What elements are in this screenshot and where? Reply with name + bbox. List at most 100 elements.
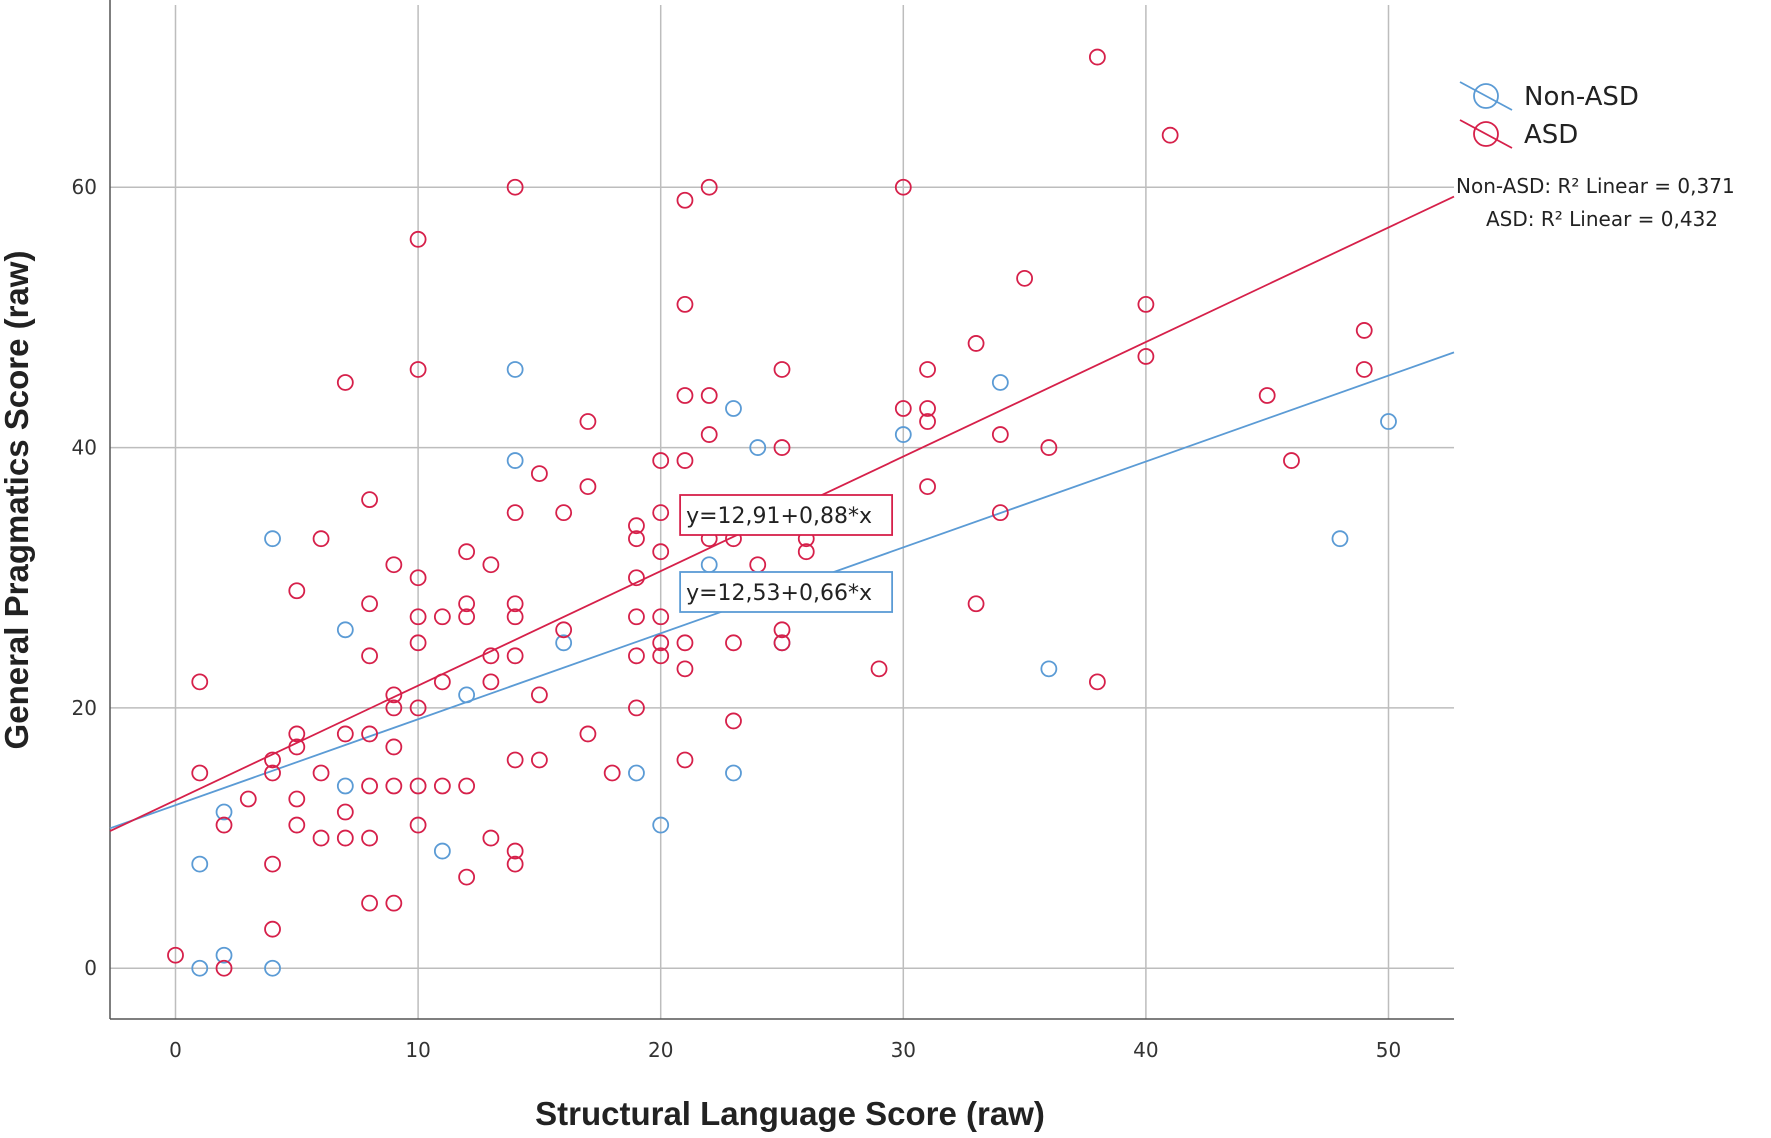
asd-point — [215, 816, 233, 834]
asd-point — [531, 465, 548, 483]
asd-point — [385, 686, 403, 704]
non_asd-point — [264, 530, 281, 548]
asd-point — [579, 413, 597, 430]
asd-point — [628, 569, 645, 587]
asd-point — [361, 829, 378, 847]
non_asd-point — [652, 816, 670, 834]
asd-point — [264, 751, 281, 769]
non_asd-point — [506, 452, 524, 469]
x-tick-label: 20 — [648, 1038, 673, 1062]
asd-point — [991, 504, 1009, 522]
asd-point — [385, 556, 403, 574]
asd-point — [191, 764, 209, 782]
asd-point — [652, 608, 670, 626]
asd-point — [458, 868, 476, 886]
asd-point — [288, 725, 306, 743]
asd-point — [409, 361, 427, 378]
x-tick-label: 50 — [1376, 1038, 1401, 1062]
asd-point — [991, 426, 1009, 443]
y-axis-title: General Pragmatics Score (raw) — [0, 251, 35, 750]
legend: Non-ASD ASD — [1459, 81, 1639, 150]
non_asd-point — [506, 361, 524, 378]
asd-legend-label: ASD — [1524, 120, 1578, 150]
non_asd-point — [725, 400, 742, 417]
non_asd-legend-label: Non-ASD — [1524, 82, 1639, 112]
y-tick-labels: 0 20 40 60 — [72, 175, 97, 980]
asd-point — [361, 647, 378, 665]
asd-point — [579, 725, 597, 743]
asd-point — [919, 413, 936, 430]
asd-point — [1088, 673, 1106, 691]
data-points — [167, 48, 1397, 977]
asd-point — [312, 829, 330, 847]
y-tick-label: 60 — [72, 175, 97, 199]
non_asd-point — [1380, 413, 1397, 430]
non_asd-equation-box — [679, 571, 894, 613]
asd-point — [385, 699, 403, 717]
asd-point — [1137, 295, 1155, 313]
non_asd-point — [191, 959, 209, 977]
asd-point — [506, 178, 524, 196]
non_asd-point — [749, 439, 767, 456]
asd-point — [773, 361, 791, 378]
asd-point — [433, 777, 451, 795]
asd-point — [288, 582, 306, 600]
asd-point — [725, 634, 742, 652]
asd-point — [603, 764, 621, 782]
asd-point — [773, 634, 791, 652]
x-tick-label: 10 — [405, 1038, 430, 1062]
asd-point — [1258, 387, 1276, 404]
asd-point — [361, 595, 378, 613]
asd-point — [361, 894, 378, 912]
non_asd-legend-marker — [1473, 83, 1499, 109]
asd-point — [458, 595, 476, 613]
asd-point — [506, 842, 524, 860]
asd-point — [482, 829, 500, 847]
asd-r2-label: ASD: R² Linear = 0,432 — [1486, 207, 1718, 231]
asd-point — [264, 764, 281, 782]
non_asd-point — [433, 842, 451, 860]
asd-point — [361, 725, 378, 743]
asd-point — [336, 725, 354, 743]
asd-point — [700, 387, 718, 404]
asd-point — [458, 777, 476, 795]
asd-point — [652, 543, 670, 561]
non_asd-point — [336, 777, 354, 795]
asd-point — [628, 608, 645, 626]
asd-point — [215, 959, 233, 977]
asd-point — [409, 608, 427, 626]
asd-point — [433, 608, 451, 626]
asd-point — [676, 452, 694, 469]
non_asd-point — [700, 556, 718, 574]
asd-point — [336, 829, 354, 847]
asd-point — [676, 387, 694, 404]
asd-point — [628, 530, 645, 548]
asd-legend-marker — [1473, 121, 1499, 147]
asd-legend-line — [1459, 119, 1513, 149]
asd-point — [336, 374, 354, 391]
asd-point — [385, 777, 403, 795]
non_asd-point — [264, 959, 281, 977]
asd-point — [676, 191, 694, 209]
asd-point — [288, 816, 306, 834]
asd-point — [264, 920, 281, 938]
non_asd-point — [894, 426, 912, 443]
asd-point — [531, 686, 548, 704]
asd-point — [894, 178, 912, 196]
non_asd-point — [628, 764, 645, 782]
asd-point — [361, 777, 378, 795]
asd-point — [288, 790, 306, 808]
asd-point — [458, 543, 476, 561]
asd-point — [652, 504, 670, 522]
non_asd-point — [191, 855, 209, 873]
asd-point — [579, 478, 597, 496]
non_asd-point — [215, 803, 233, 821]
asd-point — [652, 452, 670, 469]
asd-point — [385, 894, 403, 912]
asd-point — [409, 816, 427, 834]
asd-point — [409, 230, 427, 248]
asd-point — [288, 738, 306, 756]
asd-point — [870, 660, 888, 678]
asd-point — [336, 803, 354, 821]
asd-point — [676, 751, 694, 769]
